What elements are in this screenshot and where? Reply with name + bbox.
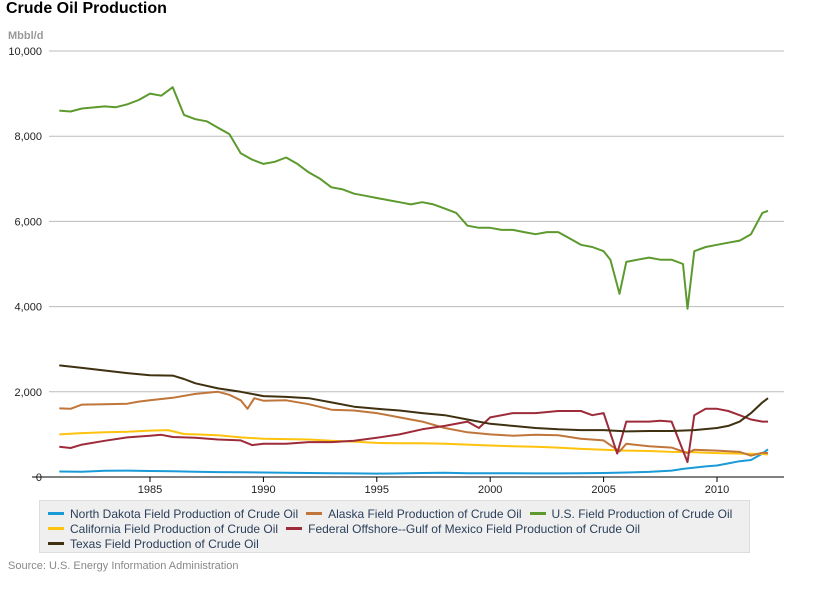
legend-swatch [48,527,64,530]
chart-title: Crude Oil Production [6,0,167,17]
y-tick-label: 6,000 [14,216,42,228]
legend-label: North Dakota Field Production of Crude O… [70,506,299,521]
gridlines [49,50,784,393]
legend-row: California Field Production of Crude Oil… [48,521,749,536]
series-line-california-field-production-of-crude-oil[interactable] [59,429,769,456]
x-tick-label: 2005 [591,484,615,496]
legend-item-california[interactable]: California Field Production of Crude Oil [48,522,278,536]
y-tick-label: 2,000 [14,387,42,399]
y-tick-label: 4,000 [14,302,42,314]
x-tick-label: 1995 [365,484,389,496]
x-tick-label: 2000 [478,484,502,496]
legend-swatch [306,512,323,515]
legend: North Dakota Field Production of Crude O… [39,500,750,553]
source-note: Source: U.S. Energy Information Administ… [8,560,239,572]
series-line-texas-field-production-of-crude-oil[interactable] [59,364,769,433]
legend-item-gulf-of-mexico[interactable]: Federal Offshore--Gulf of Mexico Field P… [286,522,640,536]
legend-row: Texas Field Production of Crude Oil [48,536,749,551]
series-line-u-s-field-production-of-crude-oil[interactable] [59,86,769,310]
x-axis-ticks: 1985 1990 1995 2000 2005 2010 [138,477,729,496]
legend-swatch [48,542,64,545]
x-tick-label: 1985 [138,484,162,496]
series-line-federal-offshore-gulf-of-mexico-field-production-of-crude-oil[interactable] [59,407,768,464]
legend-label: Texas Field Production of Crude Oil [70,536,259,551]
chart-plot: 0 2,000 4,000 6,000 8,000 10,000 1985 1990 1995… [8,46,784,496]
legend-item-alaska[interactable]: Alaska Field Production of Crude Oil [306,506,522,521]
legend-item-texas[interactable]: Texas Field Production of Crude Oil [48,537,259,551]
legend-swatch [48,512,64,515]
legend-swatch [529,512,546,515]
legend-label: California Field Production of Crude Oil [70,521,279,536]
legend-item-north-dakota[interactable]: North Dakota Field Production of Crude O… [48,507,298,521]
y-tick-label: 8,000 [14,131,42,143]
y-axis-unit-label: Mbbl/d [8,30,44,42]
legend-label: Federal Offshore--Gulf of Mexico Field P… [308,521,641,536]
series-line-north-dakota-field-production-of-crude-oil[interactable] [59,448,769,475]
series-line-alaska-field-production-of-crude-oil[interactable] [59,390,769,457]
y-axis-ticks: 0 2,000 4,000 6,000 8,000 10,000 [8,46,42,484]
legend-item-us[interactable]: U.S. Field Production of Crude Oil [529,506,733,521]
legend-row: North Dakota Field Production of Crude O… [48,506,749,521]
legend-label: Alaska Field Production of Crude Oil [328,506,522,521]
x-tick-label: 1990 [251,484,275,496]
legend-label: U.S. Field Production of Crude Oil [551,506,733,521]
series-lines [59,86,769,475]
x-tick-label: 2010 [705,484,729,496]
legend-swatch [286,527,303,530]
y-tick-label: 10,000 [8,46,42,58]
y-tick-label: 0 [36,472,42,484]
